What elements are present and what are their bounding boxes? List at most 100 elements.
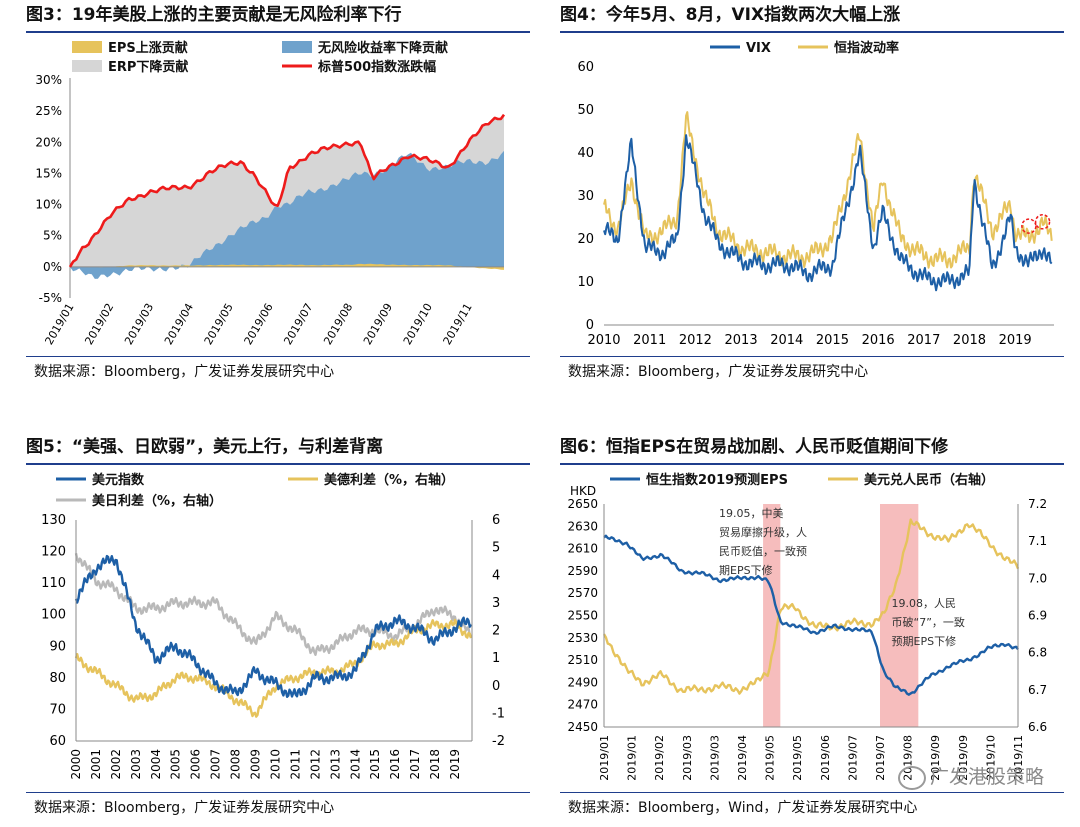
fig5-xtick: 2011 [288,749,302,780]
fig6-ytick: 2510 [567,653,598,667]
fig6-highlight-band [763,504,781,727]
fig4-xtick: 2018 [953,333,986,348]
fig4-title-rule [560,31,1064,33]
fig6-xtick: 2019/02 [653,735,666,781]
fig3-legend-eps: EPS上涨贡献 [108,40,188,56]
fig6-ytick: 2490 [567,675,598,689]
fig5-ytick: 120 [41,545,66,560]
fig3-ytick: 15% [35,166,62,180]
fig3-legend-erp: ERP下降贡献 [108,59,188,75]
fig6-ytick: 2650 [567,497,598,511]
fig4-xtick: 2014 [770,333,803,348]
fig3-legend-rf: 无风险收益率下降贡献 [317,40,448,56]
fig6-legend-eps: 恒生指数2019预测EPS [646,472,788,488]
fig6-source: 数据来源：Bloomberg，Wind，广发证券发展研究中心 [568,800,918,816]
fig6-y2tick: 7.2 [1028,497,1047,511]
fig4-ytick: 10 [577,275,594,290]
fig3-area-rf [70,150,504,279]
fig5-xtick: 2018 [428,749,442,780]
fig4-xtick: 2017 [907,333,940,348]
fig4-ytick: 20 [577,232,594,247]
fig5-xtick: 2009 [249,749,263,780]
fig6-annotation-aug-line: 19.08，人民 [892,597,957,610]
fig4-legend-vix: VIX [746,41,771,56]
fig5-legend-usde: 美德利差（%，右轴） [324,472,454,488]
fig6-line-eps [603,534,1019,696]
fig6-ylabel: HKD [570,484,596,498]
fig3-legend-eps-swatch [72,41,102,53]
fig5-line-usjp [74,552,473,656]
fig5-y2tick: 1 [492,651,500,666]
fig3-ytick: 10% [35,198,62,212]
fig3-xtick: 2019/02 [82,301,116,347]
panel-fig3: 图3：19年美股上涨的主要贡献是无风险利率下行 EPS上涨贡献 无风险收益率下降贡… [26,0,530,396]
fig3-ytick: 30% [35,73,62,87]
fig6-annotation-may-line: 民币贬值，一致预 [719,544,807,558]
fig3-bottom-rule [26,356,530,357]
fig6-xtick: 2019/03 [708,735,721,781]
fig5-ytick: 80 [49,671,66,686]
fig4-bottom-rule [560,356,1064,357]
fig5-chart: 美元指数 美德利差（%，右轴）美日利差（%，右轴）6070809010011012… [41,472,505,780]
fig6-annotation-may: 19.05，中美贸易摩擦升级，人民币贬值，一致预期EPS下修 [719,507,807,577]
fig6-xtick: 2019/05 [764,735,777,781]
fig6-y2tick: 7.1 [1028,534,1047,548]
fig3-ytick: 20% [35,135,62,149]
fig6-y2tick: 6.9 [1028,609,1047,623]
fig3-xtick: 2019/05 [202,301,236,347]
fig5-source: 数据来源：Bloomberg，广发证券发展研究中心 [34,800,335,816]
fig6-xtick: 2019/11 [1012,735,1025,781]
fig6-xtick: 2019/10 [984,735,997,781]
fig6-y2tick: 7.0 [1028,571,1047,585]
fig6-legend-usdcny: 美元兑人民币（右轴） [864,472,994,488]
panel-fig6: 图6：恒指EPS在贸易战加剧、人民币贬值期间下修 恒生指数2019预测EPS 美元… [560,432,1064,827]
fig3-ytick: 0% [43,260,62,274]
fig4-legend-hsivol: 恒指波动率 [834,40,899,56]
fig6-ytick: 2610 [567,542,598,556]
fig3-ytick: 25% [35,104,62,118]
panel-fig5: 图5：“美强、日欧弱”，美元上行，与利差背离 美元指数 美德利差（%，右轴） 美日利… [26,432,530,827]
fig4-xtick: 2016 [862,333,895,348]
fig6-xtick: 2019/09 [957,735,970,781]
fig5-xtick: 2003 [129,749,143,780]
fig5-xtick: 2006 [189,749,203,780]
fig5-ytick: 70 [49,702,66,717]
fig5-line-usde [74,618,473,718]
fig6-y2tick: 6.8 [1028,646,1047,660]
fig3-xtick: 2019/11 [441,301,475,347]
wechat-icon [897,765,926,790]
fig4-ytick: 50 [577,103,594,118]
fig3-xtick: 2019/01 [42,301,76,347]
fig6-xtick: 2019/07 [846,735,859,781]
fig6-ytick: 2530 [567,631,598,645]
watermark-text: 广发港股策略 [929,766,1044,788]
fig6-bottom-rule [560,792,1064,793]
fig3-xtick: 2019/09 [361,301,395,347]
fig6-xtick: 2019/06 [819,735,832,781]
fig5-title: 图5：“美强、日欧弱”，美元上行，与利差背离 [26,437,384,457]
fig5-title-rule [26,463,530,465]
fig3-legend-rf-swatch [282,41,312,53]
fig4-xtick: 2010 [587,333,620,348]
fig6-chart: 恒生指数2019预测EPS 美元兑人民币（右轴） HKD 2450 2470 2490 25… [567,472,1047,781]
fig5-xtick: 2016 [388,749,402,780]
fig5-ytick: 130 [41,513,66,528]
fig5-xtick: 2007 [209,749,223,780]
fig4-xtick: 2015 [816,333,849,348]
fig6-xtick: 2019/05 [791,735,804,781]
fig6-annotation-aug: 19.08，人民币破“7”，一致预期EPS下修 [892,597,965,648]
fig4-line-vix [603,134,1053,292]
fig5-xtick: 2012 [308,749,322,780]
fig6-ytick: 2630 [567,519,598,533]
fig5-y2tick: 6 [492,513,500,528]
fig3-xtick: 2019/08 [321,301,355,347]
fig6-annotation-may-line: 期EPS下修 [719,563,773,577]
fig5-y2tick: 3 [492,596,500,611]
fig5-xtick: 2002 [109,749,123,780]
fig3-title: 图3：19年美股上涨的主要贡献是无风险利率下行 [26,5,402,25]
fig5-y2tick: 4 [492,568,500,583]
fig4-ytick: 30 [577,189,594,204]
fig3-xtick: 2019/07 [281,301,315,347]
fig5-xtick: 2000 [69,749,83,780]
fig6-xtick: 2019/09 [929,735,942,781]
